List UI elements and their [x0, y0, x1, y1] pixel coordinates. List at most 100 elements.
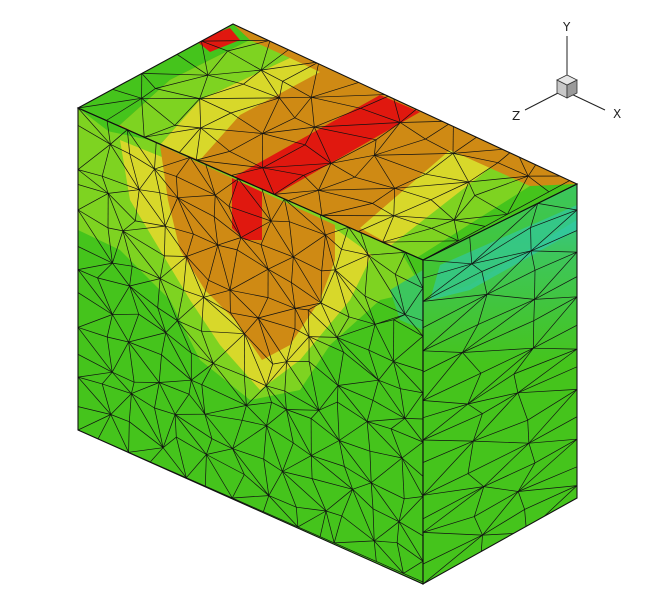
mesh-edge — [334, 269, 366, 297]
mesh-edge — [517, 389, 577, 394]
front-contour-left-light — [78, 108, 120, 210]
mesh-edge — [320, 270, 323, 304]
mesh-edge — [201, 297, 204, 332]
mesh-edge — [336, 337, 344, 353]
mesh-edge — [266, 385, 285, 392]
mesh-edge — [246, 401, 272, 406]
mesh-edge — [154, 168, 178, 198]
mesh-edge — [165, 320, 178, 333]
mesh-edge — [155, 88, 200, 99]
mesh-edge — [368, 251, 406, 256]
mesh-edge — [270, 220, 290, 223]
mesh-edge — [368, 254, 406, 315]
mesh-edge — [394, 252, 406, 275]
mesh-edge — [337, 401, 368, 422]
mesh-edge — [268, 495, 297, 508]
mesh-edge — [174, 98, 200, 126]
mesh-edge — [227, 50, 262, 71]
mesh-edge — [396, 521, 400, 543]
mesh-edge — [382, 215, 395, 243]
mesh-edge — [423, 271, 483, 302]
mesh-edge — [513, 348, 577, 375]
mesh-edge — [102, 383, 132, 394]
mesh-edge — [128, 341, 135, 383]
mesh-edge — [141, 73, 156, 89]
mesh-edge — [134, 189, 140, 221]
mesh-edge — [78, 169, 109, 194]
mesh-edge — [453, 219, 459, 241]
mesh-edge — [154, 407, 164, 448]
mesh-edge — [337, 352, 344, 386]
mesh-edge — [394, 181, 469, 189]
mesh-edge — [533, 296, 577, 349]
mesh-edge — [423, 263, 472, 279]
mesh-edge — [370, 482, 400, 522]
mesh-edge — [431, 227, 459, 242]
mesh-edge — [189, 157, 216, 196]
mesh-edge — [423, 352, 463, 401]
mesh-edge — [454, 213, 508, 221]
mesh-edge — [423, 532, 483, 536]
mesh-edge — [108, 189, 140, 194]
mesh-edge — [291, 282, 296, 309]
mesh-edge — [154, 407, 176, 415]
mesh-edge — [366, 421, 392, 430]
mesh-edge — [126, 129, 131, 154]
mesh-edge — [341, 515, 375, 542]
mesh-edge — [423, 440, 474, 463]
mesh-edge — [154, 382, 160, 409]
mesh-edge — [258, 308, 296, 319]
right-face — [423, 184, 577, 584]
mesh-edge — [374, 122, 401, 156]
mesh-edge — [343, 351, 379, 381]
mesh-edge — [474, 175, 529, 196]
mesh-edge — [267, 256, 294, 270]
y-axis-label: Y — [562, 20, 571, 34]
mesh-edge — [423, 413, 483, 441]
mesh-edge — [372, 399, 406, 419]
mesh-edge — [174, 414, 207, 455]
mesh-edge — [318, 163, 332, 191]
mesh-edge — [319, 214, 326, 235]
mesh-edge — [128, 341, 162, 356]
mesh-edge — [530, 209, 577, 252]
mesh-edge — [371, 482, 405, 500]
mesh-edge — [286, 409, 319, 411]
mesh-edge — [207, 74, 244, 85]
mesh-edge — [196, 159, 263, 169]
mesh-edge — [191, 379, 202, 386]
mesh-edge — [517, 491, 525, 510]
mesh-edge — [101, 371, 113, 385]
mesh-edge — [257, 317, 274, 365]
mesh-edge — [183, 289, 204, 298]
mesh-edge — [164, 226, 166, 256]
mesh-edge — [270, 220, 294, 258]
mesh-edge — [374, 540, 398, 544]
mesh-edge — [341, 248, 369, 256]
mesh-edge — [303, 162, 332, 176]
mesh-edge — [107, 227, 123, 232]
mesh-edge — [267, 297, 296, 309]
mesh-edge — [154, 157, 191, 170]
mesh-edge — [367, 418, 405, 422]
mesh-edge — [390, 428, 403, 459]
mesh-edge — [532, 320, 535, 349]
mesh-edge — [262, 167, 275, 195]
mesh-edge — [150, 447, 164, 463]
z-axis-line — [524, 91, 561, 111]
mesh-edge — [423, 294, 488, 302]
mesh-edge — [517, 392, 529, 421]
mesh-edge — [260, 69, 283, 82]
mesh-edge — [101, 383, 112, 415]
mesh-edge — [303, 175, 319, 191]
mesh-edge — [321, 234, 326, 271]
mesh-edge — [506, 175, 529, 215]
mesh-edge — [131, 382, 135, 394]
mesh-edge — [174, 394, 190, 415]
mesh-edge — [393, 199, 432, 217]
mesh-edge — [318, 385, 339, 411]
mesh-edge — [101, 176, 109, 194]
mesh-edge — [534, 276, 577, 300]
mesh-edge — [282, 80, 312, 98]
mesh-edge — [425, 173, 469, 183]
